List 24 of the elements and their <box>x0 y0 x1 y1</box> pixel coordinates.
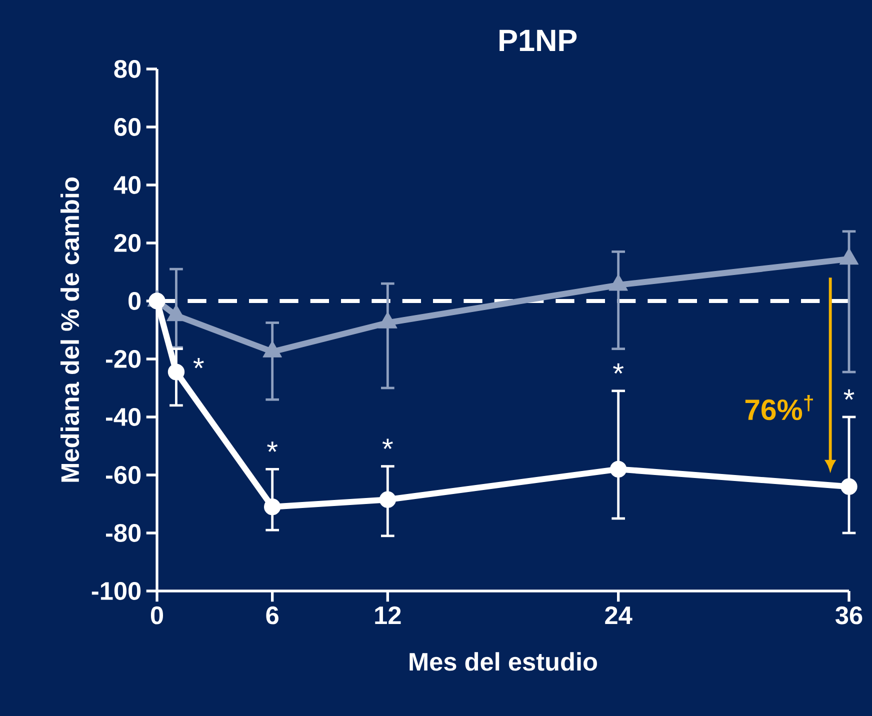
y-tick-label: -60 <box>106 466 141 484</box>
chart-title: P1NP <box>500 30 577 51</box>
y-tick-label: -80 <box>106 524 141 542</box>
y-tick-label: -40 <box>106 408 141 426</box>
y-tick-label: 0 <box>128 292 141 310</box>
y-tick-label: 60 <box>114 118 141 136</box>
annotation: * <box>193 358 204 368</box>
y-tick-label: -20 <box>106 350 141 368</box>
x-tick-label: 6 <box>266 606 278 624</box>
annotation: 76%$^{†}$ <box>745 394 813 420</box>
x-tick-label: 0 <box>150 606 164 624</box>
y-tick-label: 80 <box>114 60 141 78</box>
y-tick-label: 20 <box>114 234 141 252</box>
annotation: * <box>613 363 624 374</box>
annotation: * <box>844 389 854 400</box>
x-axis-title: Mes del estudio <box>410 652 597 671</box>
x-tick-label: 24 <box>605 606 632 624</box>
x-tick-label: 36 <box>836 606 862 624</box>
annotation: * <box>382 438 393 450</box>
y-tick-label: -100 <box>92 582 141 600</box>
annotation: * <box>267 442 278 452</box>
y-axis-title: Mediana del % de cambio <box>60 178 80 482</box>
x-tick-label: 12 <box>375 606 401 624</box>
y-tick-label: 40 <box>114 176 141 194</box>
